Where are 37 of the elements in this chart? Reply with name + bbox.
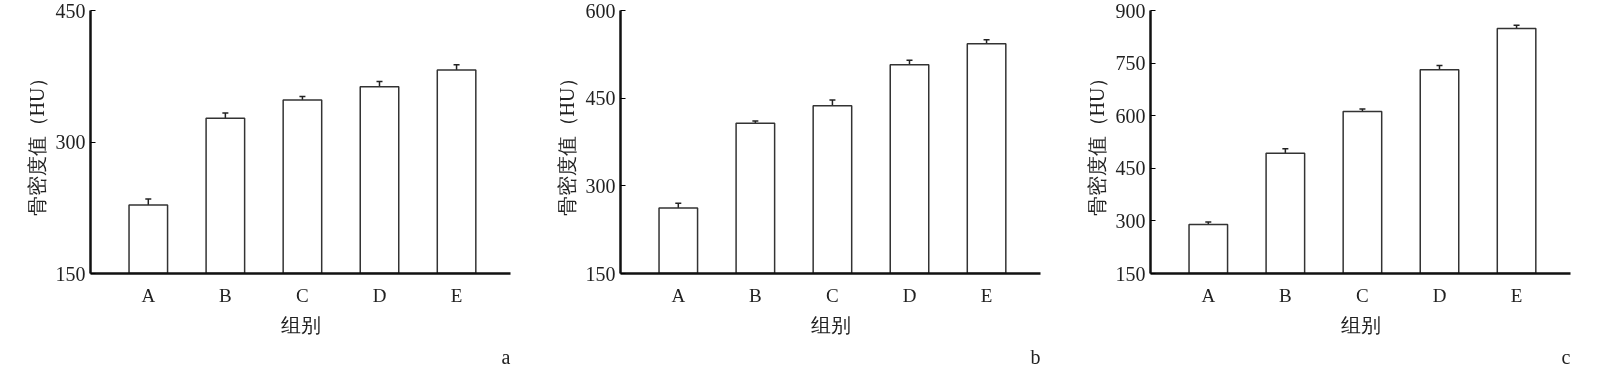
y-axis-title: 骨密度值（HU） — [555, 67, 578, 217]
y-tick-label: 150 — [585, 262, 616, 285]
x-tick-label: B — [219, 284, 232, 306]
x-tick-label: A — [1201, 284, 1216, 306]
y-tick-label: 300 — [1115, 209, 1146, 232]
y-tick-label: 600 — [585, 0, 616, 22]
text: a — [501, 345, 511, 368]
y-tick-label: 450 — [55, 0, 86, 22]
x-tick-label: C — [296, 284, 309, 306]
x-tick-label: D — [1432, 284, 1447, 306]
y-tick-label: 150 — [55, 262, 86, 285]
x-tick-label: B — [1279, 284, 1292, 306]
x-axis-title: 组别 — [280, 313, 321, 336]
y-tick-label: 900 — [1115, 0, 1146, 22]
x-tick-label: B — [749, 284, 762, 306]
x-tick-label: D — [902, 284, 917, 306]
x-tick-label: E — [980, 284, 993, 306]
y-tick-label: 300 — [585, 174, 616, 197]
x-tick-label: A — [671, 284, 686, 306]
x-tick-label: C — [826, 284, 839, 306]
x-tick-label: C — [1356, 284, 1369, 306]
y-tick-label: 750 — [1115, 52, 1146, 75]
text: c — [1561, 345, 1571, 368]
x-axis-title: 组别 — [810, 313, 851, 336]
x-tick-label: E — [1510, 284, 1523, 306]
y-tick-label: 300 — [55, 131, 86, 153]
y-tick-label: 600 — [1115, 104, 1146, 127]
y-tick-label: 450 — [585, 87, 616, 110]
x-tick-label: E — [450, 284, 463, 306]
y-tick-label: 450 — [1115, 157, 1146, 180]
y-axis-title: 骨密度值（HU） — [1085, 67, 1108, 217]
y-axis-title: 骨密度值（HU） — [25, 67, 48, 217]
y-tick-label: 150 — [1115, 262, 1146, 285]
x-tick-label: D — [372, 284, 387, 306]
x-tick-label: A — [141, 284, 156, 306]
text: b — [1030, 345, 1041, 368]
x-axis-title: 组别 — [1340, 313, 1381, 336]
